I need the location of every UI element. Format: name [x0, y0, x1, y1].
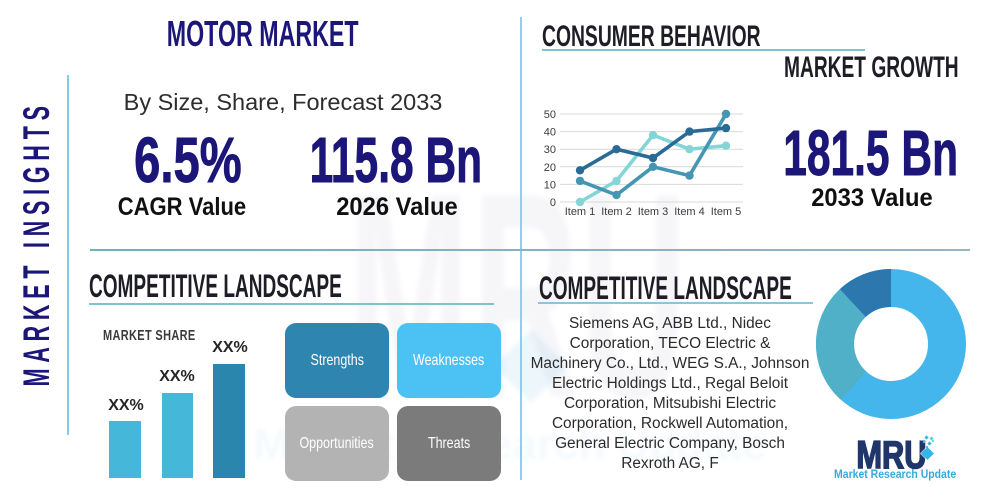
- svg-text:20: 20: [544, 162, 556, 174]
- svg-text:Item 1: Item 1: [565, 206, 596, 218]
- svg-text:50: 50: [544, 109, 556, 121]
- svg-text:Item 3: Item 3: [638, 206, 669, 218]
- svg-text:40: 40: [544, 127, 556, 139]
- svg-text:Item 5: Item 5: [711, 206, 742, 218]
- svg-text:0: 0: [550, 197, 556, 209]
- svg-text:Item 4: Item 4: [674, 206, 705, 218]
- svg-text:30: 30: [544, 144, 556, 156]
- svg-text:10: 10: [544, 179, 556, 191]
- svg-text:Item 2: Item 2: [601, 206, 632, 218]
